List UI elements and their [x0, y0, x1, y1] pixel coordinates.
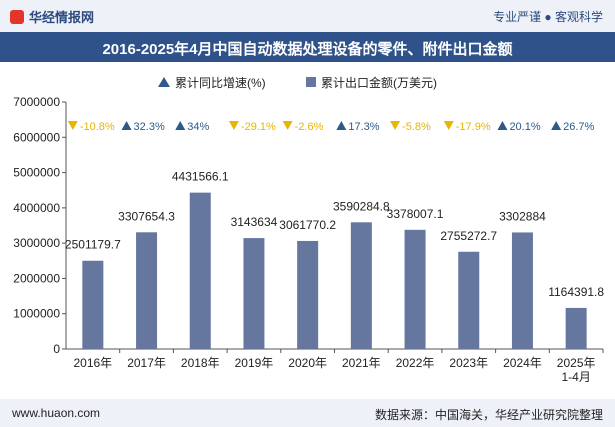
top-bar: 华经情报网 专业严谨 ● 客观科学 — [0, 0, 615, 32]
growth-up-marker — [121, 121, 132, 130]
growth-down-marker — [228, 121, 239, 130]
y-tick-label: 1000000 — [13, 307, 60, 321]
logo-icon — [10, 10, 24, 24]
title-bar: 2016-2025年4月中国自动数据处理设备的零件、附件出口金额 — [0, 32, 615, 62]
x-tick-label: 2019年 — [235, 356, 274, 370]
growth-down-marker — [443, 121, 454, 130]
bar-value-label: 1164391.8 — [548, 285, 604, 299]
growth-down-marker — [282, 121, 293, 130]
bar — [243, 238, 265, 349]
x-tick-label: 2018年 — [181, 356, 220, 370]
x-tick-label: 1-4月 — [561, 370, 590, 384]
bar-value-label: 3061770.2 — [279, 218, 336, 232]
bar-value-label: 3590284.8 — [333, 199, 390, 213]
bar — [136, 232, 158, 349]
source-label: 数据来源：中国海关，华经产业研究院整理 — [374, 408, 603, 422]
bar — [350, 222, 372, 349]
bar — [458, 251, 480, 349]
growth-up-marker — [175, 121, 186, 130]
growth-up-marker — [551, 121, 562, 130]
growth-value-label: -10.8% — [80, 121, 115, 133]
x-tick-label: 2016年 — [73, 356, 112, 370]
y-tick-label: 6000000 — [13, 130, 60, 144]
bar — [297, 240, 319, 349]
x-tick-label: 2017年 — [127, 356, 166, 370]
growth-down-marker — [67, 121, 78, 130]
growth-value-label: 17.3% — [348, 121, 379, 133]
bar-value-label: 3143634 — [231, 215, 278, 229]
bar-value-label: 2501179.7 — [65, 238, 121, 252]
website-label: www.huaon.com — [12, 406, 101, 420]
legend-bar-label: 累计出口金额(万美元) — [321, 75, 437, 90]
growth-value-label: 34% — [187, 121, 209, 133]
bar — [565, 307, 587, 349]
bar — [82, 260, 104, 349]
footer: www.huaon.com 数据来源：中国海关，华经产业研究院整理 — [0, 399, 615, 427]
x-tick-label: 2020年 — [288, 356, 327, 370]
growth-value-label: -2.6% — [295, 121, 324, 133]
growth-down-marker — [390, 121, 401, 130]
growth-value-label: -29.1% — [241, 121, 276, 133]
growth-value-label: -5.8% — [402, 121, 431, 133]
legend-bar-marker — [306, 77, 316, 87]
bar — [511, 232, 533, 349]
brand: 华经情报网 — [10, 7, 94, 26]
y-tick-label: 5000000 — [13, 166, 60, 180]
bar-value-label: 4431566.1 — [172, 170, 229, 184]
growth-up-marker — [336, 121, 347, 130]
x-tick-label: 2021年 — [342, 356, 381, 370]
bar-value-label: 3302884 — [499, 209, 546, 223]
y-tick-label: 7000000 — [13, 95, 60, 109]
bar — [404, 229, 426, 349]
bar — [189, 192, 211, 349]
y-tick-label: 4000000 — [13, 201, 60, 215]
growth-value-label: 32.3% — [134, 121, 165, 133]
bar-value-label: 3307654.3 — [118, 209, 175, 223]
legend-growth-label: 累计同比增速(%) — [175, 76, 266, 90]
bar-value-label: 3378007.1 — [387, 207, 444, 221]
legend-growth-marker — [158, 77, 170, 87]
x-tick-label: 2025年 — [557, 356, 596, 370]
y-tick-label: 2000000 — [13, 271, 60, 285]
chart-title: 2016-2025年4月中国自动数据处理设备的零件、附件出口金额 — [102, 41, 513, 58]
brand-name: 华经情报网 — [29, 10, 95, 25]
y-tick-label: 3000000 — [13, 236, 60, 250]
x-tick-label: 2023年 — [449, 356, 488, 370]
growth-value-label: 20.1% — [509, 121, 540, 133]
growth-value-label: -17.9% — [456, 121, 491, 133]
growth-value-label: 26.7% — [563, 121, 594, 133]
tagline: 专业严谨 ● 客观科学 — [493, 10, 603, 24]
x-tick-label: 2022年 — [396, 356, 435, 370]
chart: 0 1000000 2000000 3000000 4000000 5000000 6000… — [13, 75, 604, 384]
x-tick-label: 2024年 — [503, 356, 542, 370]
bar-value-label: 2755272.7 — [440, 229, 497, 243]
growth-up-marker — [497, 121, 508, 130]
y-tick-label: 0 — [53, 342, 60, 356]
